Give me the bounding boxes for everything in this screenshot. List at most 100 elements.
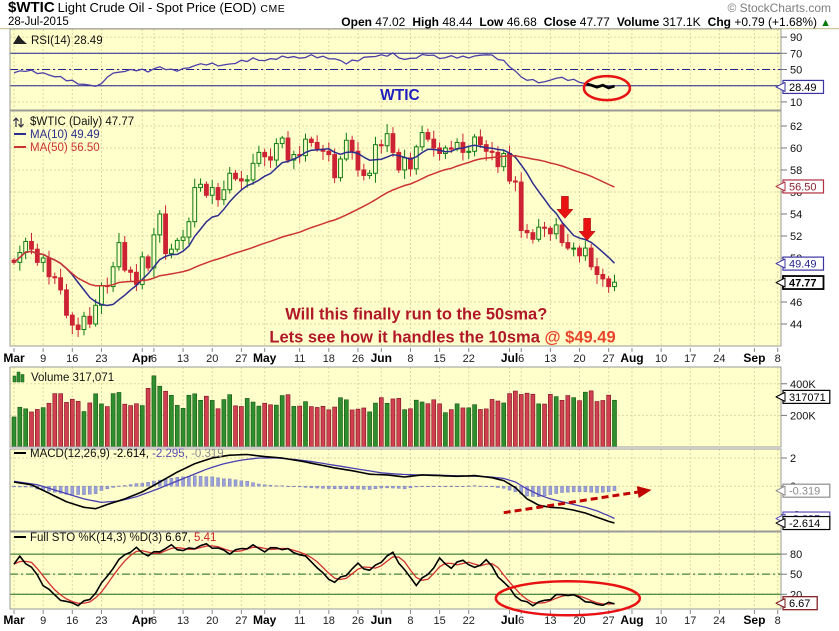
symbol-title-group: $WTIC Light Crude Oil - Spot Price (EOD) C… [8, 0, 286, 16]
macd-legend-label: MACD(12,26,9) -2.614, -2.295, -0.319 [30, 448, 224, 460]
ma10-line [13, 144, 616, 307]
svg-text:56.50: 56.50 [789, 181, 817, 193]
x-label: Aug [620, 351, 643, 365]
exchange: CME [260, 3, 286, 15]
axis-callouts: 28.4956.5049.4947.77317071-0.319-2.295-2… [775, 79, 831, 611]
area-chart-icon [13, 35, 27, 44]
ma50-line [13, 154, 615, 287]
x-label: 17 [684, 615, 696, 627]
quote-value-volume: 317.1K [659, 15, 701, 29]
stochastic-panel [10, 532, 781, 609]
x-label: 8 [407, 615, 413, 627]
x-label: 27 [235, 615, 247, 627]
x-label: Jun [371, 613, 392, 627]
header-row-title: $WTIC Light Crude Oil - Spot Price (EOD) C… [8, 0, 831, 16]
x-label: 10 [655, 615, 667, 627]
x-label: 17 [684, 353, 696, 365]
down-arrow-annotation [578, 218, 596, 241]
x-label: 18 [323, 615, 335, 627]
x-label: 6 [518, 615, 524, 627]
x-label: 20 [206, 353, 218, 365]
x-label: Mar [3, 351, 25, 365]
macd-main [13, 453, 615, 524]
x-label: 6 [151, 615, 157, 627]
svg-text:49.49: 49.49 [789, 259, 817, 271]
bar-chart-icon [12, 375, 17, 383]
sto-k [13, 542, 615, 607]
x-label: Sep [743, 613, 765, 627]
guide-lines [10, 52, 781, 595]
svg-text:-0.319: -0.319 [789, 486, 820, 498]
x-label: 16 [66, 615, 78, 627]
x-label: 20 [573, 353, 585, 365]
x-label: Mar [3, 613, 25, 627]
quote-value-chg: +0.79 (+1.68%) [730, 15, 818, 29]
x-label: 27 [603, 353, 615, 365]
quote-label-high: High [412, 15, 440, 29]
axis-tick-label: 80 [790, 549, 802, 561]
x-label: 11 [294, 353, 305, 365]
macd-signal [13, 457, 615, 520]
svg-text:47.77: 47.77 [789, 278, 817, 290]
x-label: Jul [501, 613, 518, 627]
x-label: 26 [352, 353, 364, 365]
wtic-text-annotation: WTIC [380, 87, 420, 104]
macd-signal-line [13, 457, 615, 520]
x-label: 15 [433, 353, 445, 365]
ma10 [13, 144, 616, 307]
macd-trend-arrowhead [636, 486, 652, 498]
x-label: 22 [463, 353, 475, 365]
rsi-legend-label: RSI(14) 28.49 [31, 35, 103, 47]
chart-title: Light Crude Oil - Spot Price (EOD) [57, 0, 257, 15]
axis-tick-label: 200K [790, 410, 816, 422]
quote-row: Open 47.02 High 48.44 Low 46.68 Close 47.77… [334, 16, 831, 30]
x-label: Aug [620, 613, 643, 627]
x-label: 10 [655, 353, 667, 365]
axis-tick-label: 44 [790, 319, 802, 331]
macd-trend-arrow [503, 489, 644, 515]
ma50 [13, 154, 615, 287]
x-label: 8 [775, 353, 781, 365]
quote-value-low: 46.68 [503, 15, 537, 29]
panel-backgrounds [0, 27, 839, 609]
x-label: Jun [371, 351, 392, 365]
quote-label-chg: Chg [707, 15, 731, 29]
quote-label-open: Open [341, 15, 372, 29]
bar-chart-icon [20, 374, 25, 383]
x-label: 24 [713, 615, 725, 627]
axis-tick-label: 60 [790, 143, 802, 155]
x-label: Jul [501, 351, 518, 365]
ma-legend-label: MA(10) 49.49 [30, 129, 100, 141]
axis-tick-label: 46 [790, 297, 802, 309]
quote-value-close: 47.77 [576, 15, 610, 29]
rsi-flat-end-highlight [584, 82, 615, 90]
rsi-ellipse-annotation [582, 74, 632, 102]
axis-tick-label: 400K [790, 379, 816, 391]
sto-ellipse-annotation [494, 580, 642, 617]
x-label: 23 [95, 353, 107, 365]
x-label: 15 [433, 615, 445, 627]
quote-label-close: Close [543, 15, 577, 29]
axis-tick-label: 10 [790, 97, 802, 109]
ma-legend-label: MA(50) 56.50 [30, 142, 100, 154]
x-label: Sep [743, 351, 765, 365]
svg-text:6.67: 6.67 [789, 598, 810, 610]
x-label: 13 [177, 615, 189, 627]
axis-tick-label: 54 [790, 209, 802, 221]
x-label: 6 [518, 353, 524, 365]
price-candles [11, 124, 617, 337]
x-label: 9 [40, 353, 46, 365]
rsi-line [13, 52, 615, 90]
down-arrow-annotation [556, 196, 574, 219]
x-label: 8 [775, 615, 781, 627]
axis-tick-label: 50 [790, 65, 802, 77]
updown-arrows-icon [13, 117, 24, 128]
quote-label-volume: Volume [616, 15, 660, 29]
x-label: 13 [177, 353, 189, 365]
svg-text:317071: 317071 [789, 392, 826, 404]
symbol: $WTIC [8, 0, 55, 16]
sto-legend-label: Full STO %K(14,3) %D(3) 6.67, 5.41 [30, 532, 216, 544]
x-label: 26 [352, 615, 364, 627]
